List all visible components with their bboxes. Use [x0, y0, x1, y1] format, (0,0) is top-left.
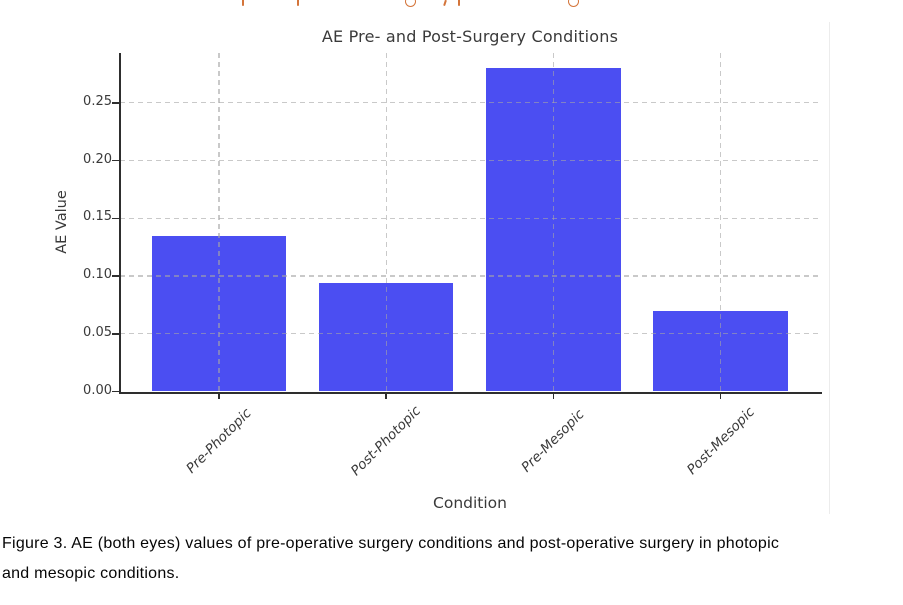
y-tick-label: 0.20	[83, 151, 112, 167]
clipped-text-fragment	[297, 0, 299, 6]
x-gridline	[218, 53, 220, 392]
y-tick-label: 0.10	[83, 267, 112, 283]
vertical-rule	[829, 22, 830, 514]
figure-caption: Figure 3. AE (both eyes) values of pre-o…	[2, 529, 900, 589]
y-tick-mark	[112, 159, 119, 162]
x-axis-spine	[118, 391, 822, 394]
figure-caption-line2: and mesopic conditions.	[2, 565, 180, 582]
x-axis-label: Condition	[433, 494, 507, 512]
y-gridline	[119, 102, 821, 104]
clipped-text-fragment	[458, 0, 460, 6]
clipped-heading-line	[0, 0, 903, 8]
figure-caption-line1: Figure 3. AE (both eyes) values of pre-o…	[2, 535, 780, 552]
x-gridline	[552, 53, 554, 392]
y-tick-label: 0.05	[83, 324, 112, 340]
x-tick-label: Post-Mesopic	[683, 404, 758, 478]
clipped-text-fragment	[405, 0, 416, 7]
x-tick-mark	[552, 393, 555, 399]
y-tick-label: 0.25	[83, 93, 112, 109]
chart-title: AE Pre- and Post-Surgery Conditions	[321, 27, 619, 46]
x-gridline	[719, 53, 722, 392]
y-tick-label: 0.00	[83, 382, 112, 398]
x-tick-mark	[719, 393, 722, 399]
x-tick-mark	[218, 393, 220, 399]
y-tick-label: 0.15	[83, 209, 112, 225]
y-gridline	[119, 217, 821, 219]
y-tick-mark	[112, 217, 119, 220]
x-tick-label: Pre-Photopic	[183, 405, 255, 477]
y-tick-mark	[112, 102, 119, 104]
y-axis-spine	[118, 53, 121, 394]
y-tick-mark	[112, 275, 119, 277]
x-tick-label: Post-Photopic	[348, 402, 425, 480]
y-gridline	[119, 333, 821, 335]
y-tick-mark	[112, 390, 119, 393]
y-tick-mark	[112, 332, 119, 335]
x-gridline	[385, 53, 387, 392]
clipped-text-fragment	[568, 0, 579, 7]
x-tick-label: Pre-Mesopic	[518, 406, 588, 476]
clipped-text-fragment	[242, 0, 244, 6]
y-gridline	[119, 159, 821, 162]
y-gridline	[119, 275, 821, 277]
x-tick-mark	[385, 393, 387, 399]
